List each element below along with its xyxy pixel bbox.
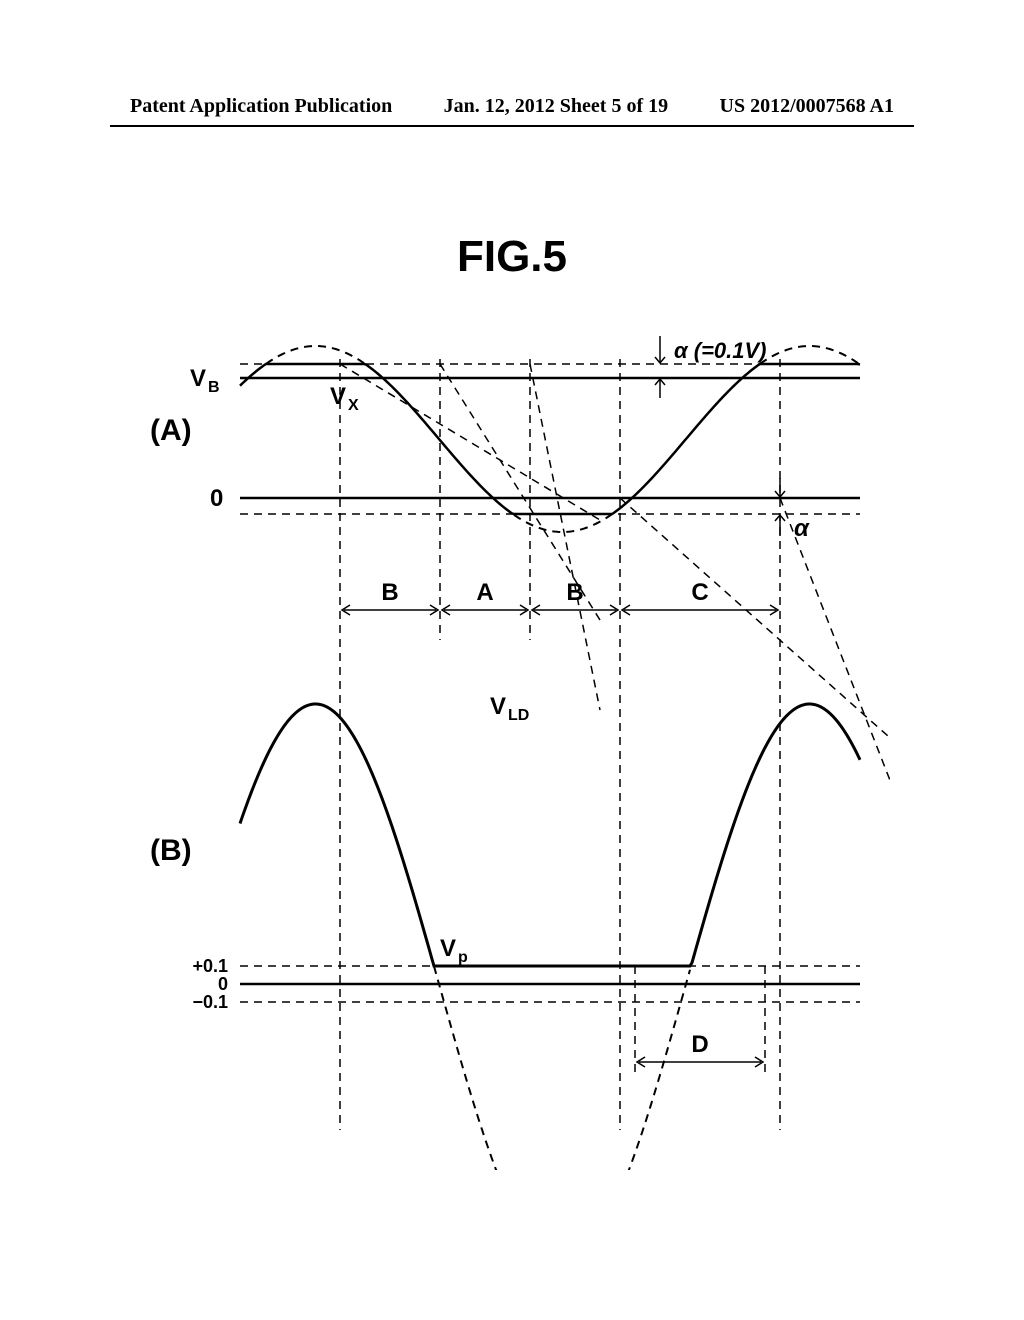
svg-text:p: p (458, 949, 468, 966)
header-right: US 2012/0007568 A1 (720, 95, 894, 118)
svg-text:B: B (208, 379, 220, 396)
svg-text:C: C (691, 579, 708, 606)
svg-text:V: V (190, 365, 206, 392)
svg-text:V: V (330, 383, 346, 410)
svg-text:V: V (490, 693, 506, 720)
svg-text:D: D (691, 1031, 708, 1058)
svg-text:X: X (348, 397, 359, 414)
header-rule (110, 125, 914, 127)
svg-text:B: B (566, 579, 583, 606)
svg-text:V: V (440, 935, 456, 962)
svg-text:LD: LD (508, 707, 529, 724)
svg-text:α: α (794, 515, 810, 542)
header-center: Jan. 12, 2012 Sheet 5 of 19 (444, 95, 668, 118)
figure-svg: (A)VB0VXα (=0.1V)αBABC(B)VLDVp+0.10−0.1D (130, 310, 890, 1170)
figure-title: FIG.5 (0, 232, 1024, 282)
svg-text:0: 0 (210, 485, 223, 512)
svg-text:+0.1: +0.1 (192, 956, 228, 976)
header-left: Patent Application Publication (130, 95, 392, 118)
svg-text:A: A (476, 579, 493, 606)
svg-text:B: B (381, 579, 398, 606)
svg-text:α (=0.1V): α (=0.1V) (674, 338, 767, 363)
svg-text:(B): (B) (150, 834, 192, 867)
svg-text:0: 0 (218, 974, 228, 994)
figure-container: (A)VB0VXα (=0.1V)αBABC(B)VLDVp+0.10−0.1D (130, 310, 890, 1170)
svg-text:−0.1: −0.1 (192, 992, 228, 1012)
svg-text:(A): (A) (150, 414, 192, 447)
page-header: Patent Application Publication Jan. 12, … (0, 95, 1024, 118)
